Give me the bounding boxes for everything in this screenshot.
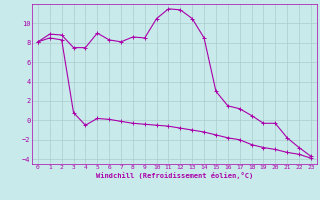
X-axis label: Windchill (Refroidissement éolien,°C): Windchill (Refroidissement éolien,°C) [96,172,253,179]
